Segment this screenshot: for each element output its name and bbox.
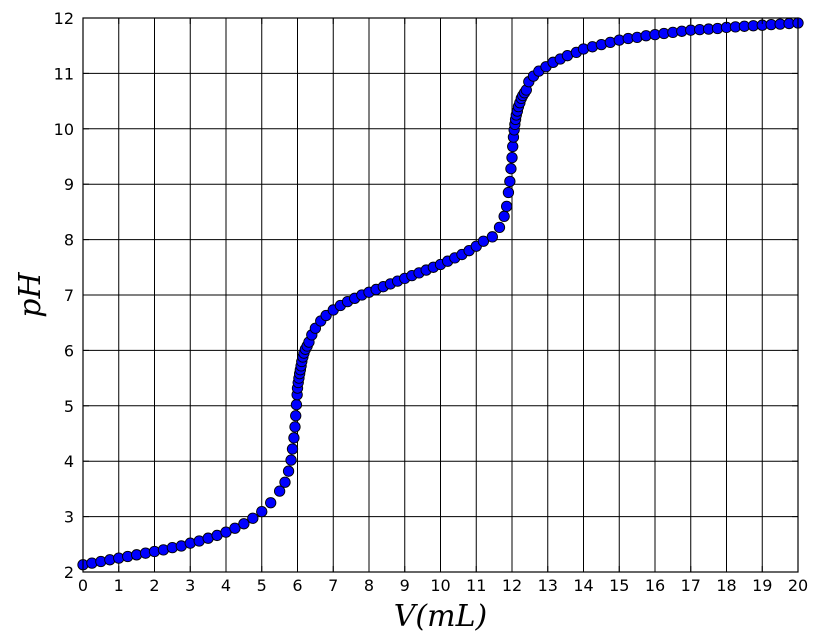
data-point bbox=[238, 518, 250, 530]
x-tick-label: 8 bbox=[364, 576, 374, 595]
y-tick-label: 8 bbox=[64, 231, 74, 250]
x-tick-label: 0 bbox=[78, 576, 88, 595]
data-point bbox=[477, 235, 490, 247]
y-tick-label: 3 bbox=[64, 508, 74, 527]
x-tick-label: 17 bbox=[681, 576, 701, 595]
data-point bbox=[493, 221, 506, 234]
data-point bbox=[286, 443, 299, 455]
y-tick-label: 6 bbox=[64, 341, 74, 360]
data-point bbox=[500, 200, 513, 213]
data-point bbox=[289, 421, 301, 433]
data-point bbox=[506, 151, 518, 164]
x-tick-label: 13 bbox=[538, 576, 558, 595]
data-point bbox=[502, 186, 515, 199]
tick-marks bbox=[82, 17, 799, 573]
x-tick-label: 11 bbox=[466, 576, 486, 595]
data-point bbox=[288, 432, 300, 444]
x-tick-labels: 0 1 2 3 4 5 6 7 8 9 10 11 12 13 14 15 16 17 18 19 20 bbox=[78, 576, 808, 595]
x-tick-label: 4 bbox=[221, 576, 231, 595]
x-tick-label: 20 bbox=[788, 576, 808, 595]
data-point bbox=[507, 140, 519, 153]
grid-lines bbox=[82, 17, 799, 573]
y-tick-label: 2 bbox=[64, 563, 74, 582]
y-tick-labels: 2 3 4 5 6 7 8 9 10 11 12 bbox=[54, 9, 74, 582]
y-tick-label: 12 bbox=[54, 9, 74, 28]
y-tick-label: 5 bbox=[64, 397, 74, 416]
data-point bbox=[486, 231, 498, 243]
y-tick-label: 11 bbox=[54, 64, 74, 83]
x-tick-label: 6 bbox=[292, 576, 302, 595]
y-tick-label: 4 bbox=[64, 452, 74, 471]
x-tick-label: 12 bbox=[502, 576, 522, 595]
x-tick-label: 2 bbox=[149, 576, 159, 595]
y-tick-label: 10 bbox=[54, 120, 74, 139]
x-tick-label: 9 bbox=[400, 576, 410, 595]
x-tick-label: 7 bbox=[328, 576, 338, 595]
data-point bbox=[290, 399, 303, 411]
x-tick-label: 18 bbox=[716, 576, 736, 595]
data-point bbox=[273, 485, 286, 497]
x-tick-label: 10 bbox=[430, 576, 450, 595]
x-tick-label: 1 bbox=[114, 576, 124, 595]
data-points bbox=[77, 17, 804, 571]
data-point bbox=[247, 512, 259, 524]
y-tick-label: 9 bbox=[64, 175, 74, 194]
data-point bbox=[282, 465, 295, 477]
data-point bbox=[504, 175, 516, 188]
x-tick-label: 3 bbox=[185, 576, 195, 595]
x-tick-label: 5 bbox=[257, 576, 267, 595]
x-tick-label: 15 bbox=[609, 576, 629, 595]
data-point bbox=[290, 410, 302, 422]
x-tick-label: 19 bbox=[752, 576, 772, 595]
x-axis-label: V(mL) bbox=[394, 599, 487, 634]
x-tick-label: 16 bbox=[645, 576, 665, 595]
y-tick-label: 7 bbox=[64, 286, 74, 305]
data-point bbox=[265, 497, 277, 509]
data-point bbox=[256, 505, 268, 518]
data-point bbox=[498, 210, 510, 222]
data-point bbox=[229, 522, 241, 534]
y-axis-label: pH bbox=[13, 271, 48, 317]
x-tick-label: 14 bbox=[573, 576, 593, 595]
data-point bbox=[505, 163, 517, 175]
data-point bbox=[285, 454, 297, 466]
data-point bbox=[279, 476, 291, 488]
